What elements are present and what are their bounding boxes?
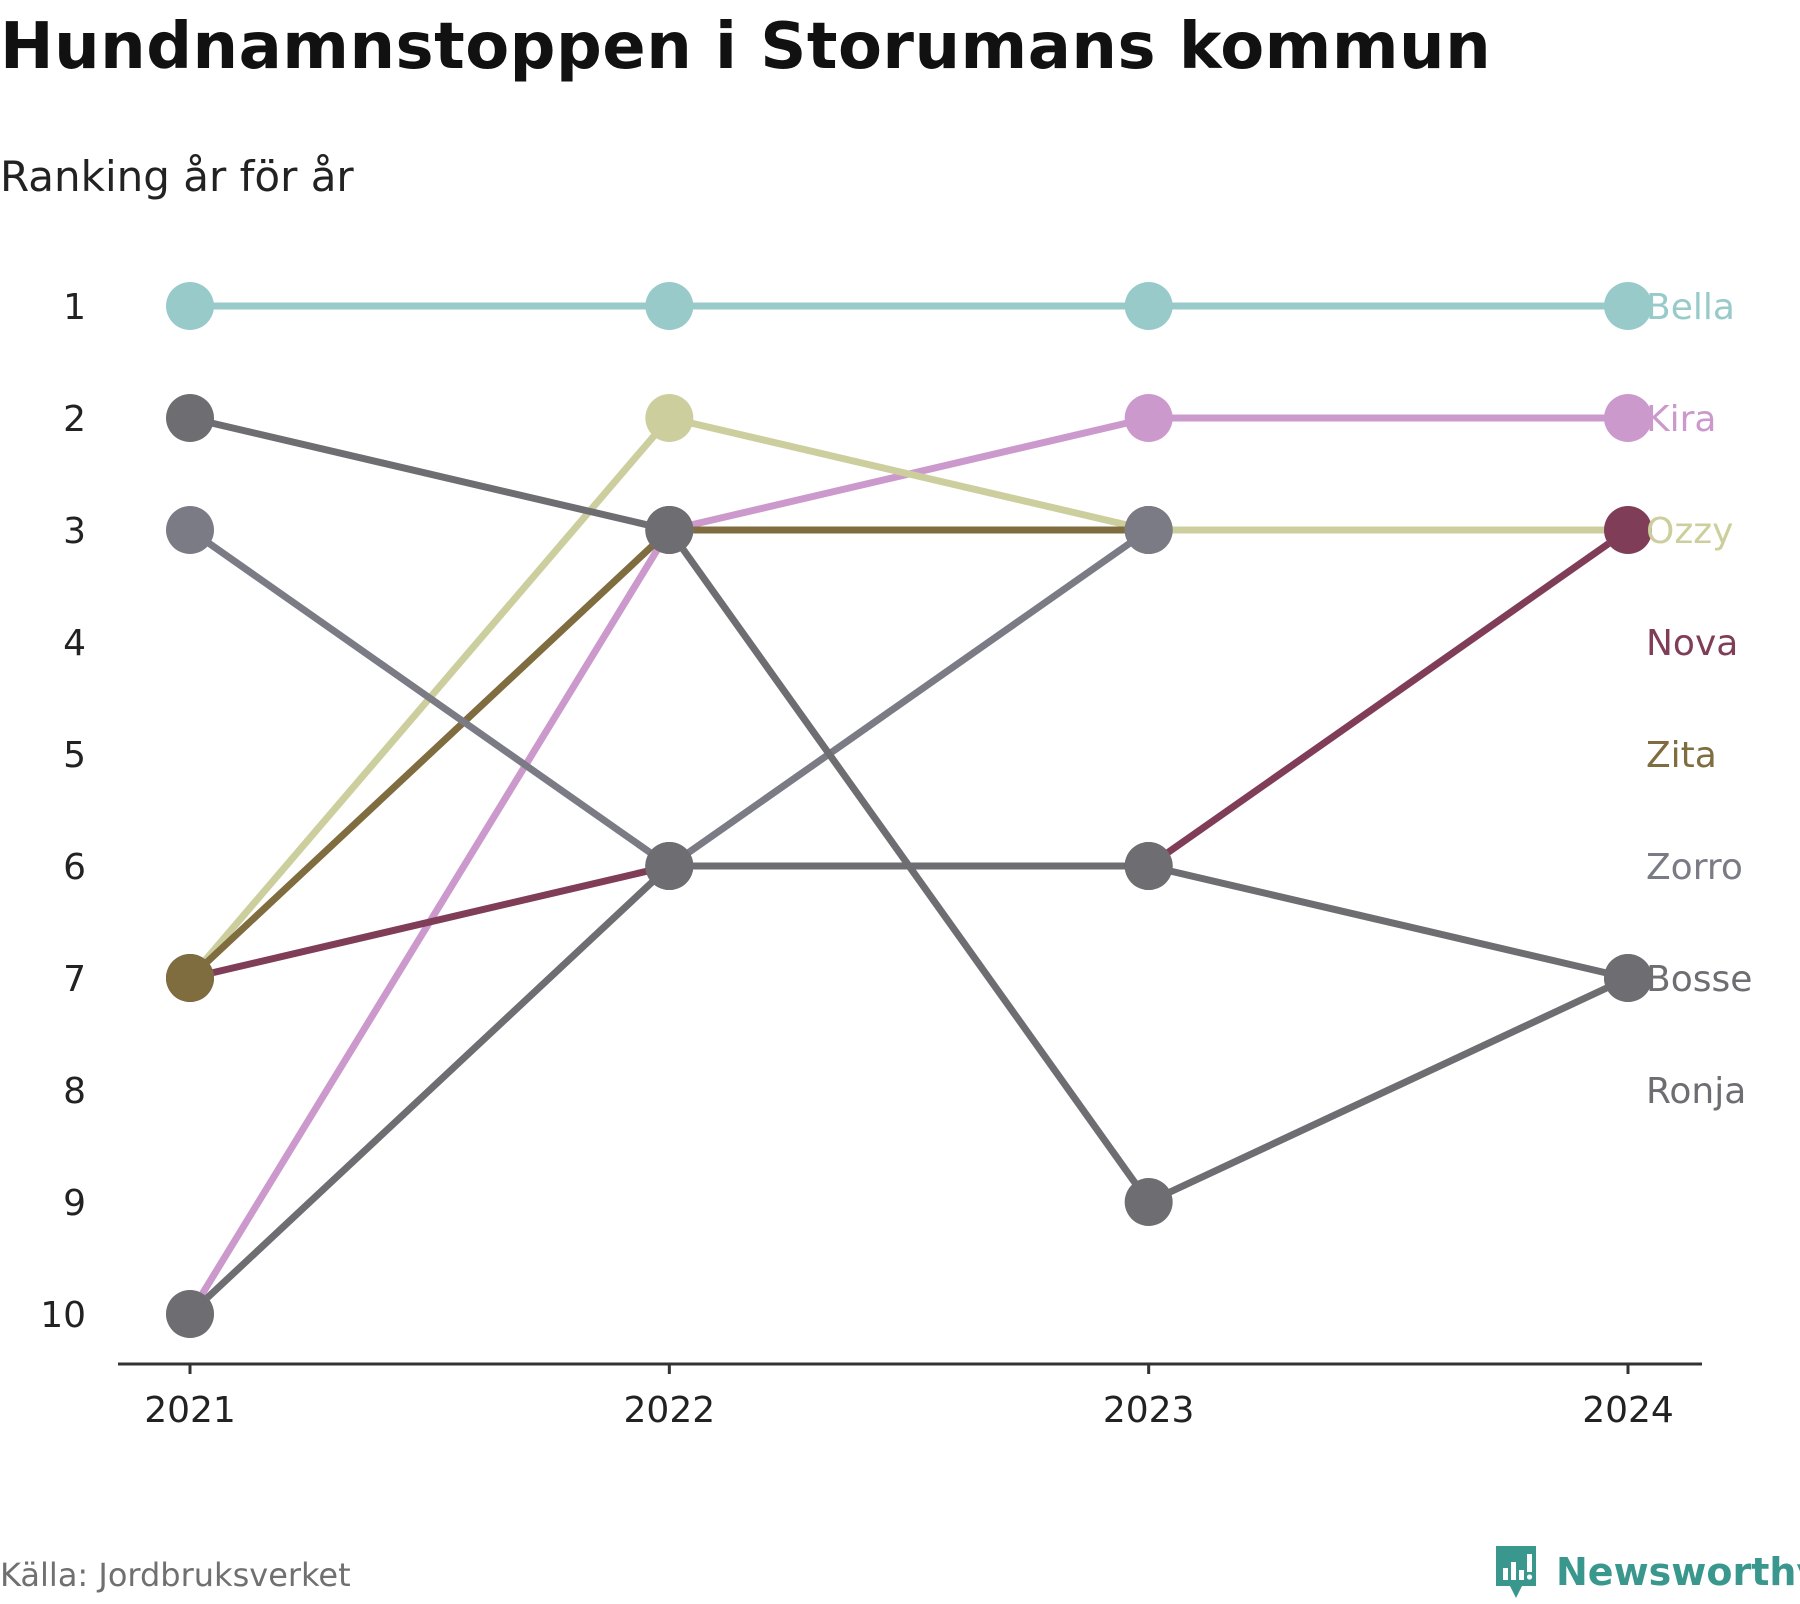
- x-tick-label: 2024: [1582, 1390, 1674, 1431]
- brand-logo[interactable]: Newsworthy: [1492, 1540, 1800, 1604]
- series-line-nova: [186, 526, 1632, 982]
- y-tick-label: 9: [63, 1183, 86, 1224]
- bump-chart: 1 2 3 4 5 6 7 8 9 10 2021 2022 2023 2024 Bella Kira Ozz…: [40, 282, 1752, 1431]
- series-label-nova: Nova: [1646, 623, 1738, 664]
- series-end-labels: Bella Kira Ozzy Nova Zita Zorro Bosse Ronja: [1646, 287, 1752, 1112]
- point-kira-2024[interactable]: [1604, 394, 1652, 442]
- x-tick-label: 2021: [144, 1390, 236, 1431]
- series-lines: [186, 302, 1632, 1318]
- point-zorro-2023[interactable]: [1124, 506, 1173, 554]
- point-kira-2023[interactable]: [1124, 394, 1173, 442]
- series-line-ronja: [186, 862, 1632, 1318]
- series-label-ronja: Ronja: [1646, 1071, 1746, 1112]
- series-label-kira: Kira: [1646, 399, 1716, 440]
- point-ronja-2021[interactable]: [166, 1290, 214, 1338]
- point-nova-2024[interactable]: [1604, 506, 1652, 554]
- y-tick-label: 4: [63, 623, 86, 664]
- point-bosse-2023[interactable]: [1124, 1178, 1173, 1226]
- point-zita-2021[interactable]: [166, 954, 214, 1002]
- series-label-bosse: Bosse: [1646, 959, 1752, 1000]
- point-bella-2024[interactable]: [1604, 282, 1652, 330]
- y-tick-label: 10: [40, 1295, 86, 1336]
- point-zorro-2021[interactable]: [166, 506, 214, 554]
- newsworthy-logo-icon: [1496, 1546, 1536, 1598]
- series-line-bosse: [186, 414, 1632, 1206]
- point-ronja-2023[interactable]: [1124, 842, 1173, 890]
- y-tick-label: 5: [63, 735, 86, 776]
- chart-title: Hundnamnstoppen i Storumans kommun: [0, 10, 1492, 84]
- y-tick-label: 2: [63, 399, 86, 440]
- y-tick-label: 3: [63, 511, 86, 552]
- y-tick-label: 7: [63, 959, 86, 1000]
- y-tick-label: 6: [63, 847, 86, 888]
- series-points: [166, 282, 1652, 1338]
- y-tick-label: 8: [63, 1071, 86, 1112]
- point-bella-2021[interactable]: [166, 282, 214, 330]
- point-bella-2022[interactable]: [645, 282, 694, 330]
- point-ronja-2022[interactable]: [645, 842, 694, 890]
- x-tick-label: 2022: [624, 1390, 716, 1431]
- series-label-bella: Bella: [1646, 287, 1735, 328]
- axes: 1 2 3 4 5 6 7 8 9 10 2021 2022 2023 2024: [40, 287, 1702, 1431]
- series-line-zorro: [186, 526, 1153, 870]
- brand-name: Newsworthy: [1556, 1550, 1800, 1594]
- series-label-zorro: Zorro: [1646, 847, 1743, 888]
- chart-subtitle: Ranking år för år: [0, 152, 354, 201]
- source-note: Källa: Jordbruksverket: [0, 1556, 351, 1594]
- point-ronja-2024[interactable]: [1604, 954, 1652, 1002]
- x-tick-label: 2023: [1103, 1390, 1195, 1431]
- series-label-ozzy: Ozzy: [1646, 511, 1733, 552]
- point-bella-2023[interactable]: [1124, 282, 1173, 330]
- point-ozzy-2022[interactable]: [645, 394, 694, 442]
- series-label-zita: Zita: [1646, 735, 1717, 776]
- series-line-zita: [186, 526, 1153, 982]
- point-bosse-2021[interactable]: [166, 394, 214, 442]
- y-tick-label: 1: [63, 287, 86, 328]
- point-bosse-2022[interactable]: [645, 506, 694, 554]
